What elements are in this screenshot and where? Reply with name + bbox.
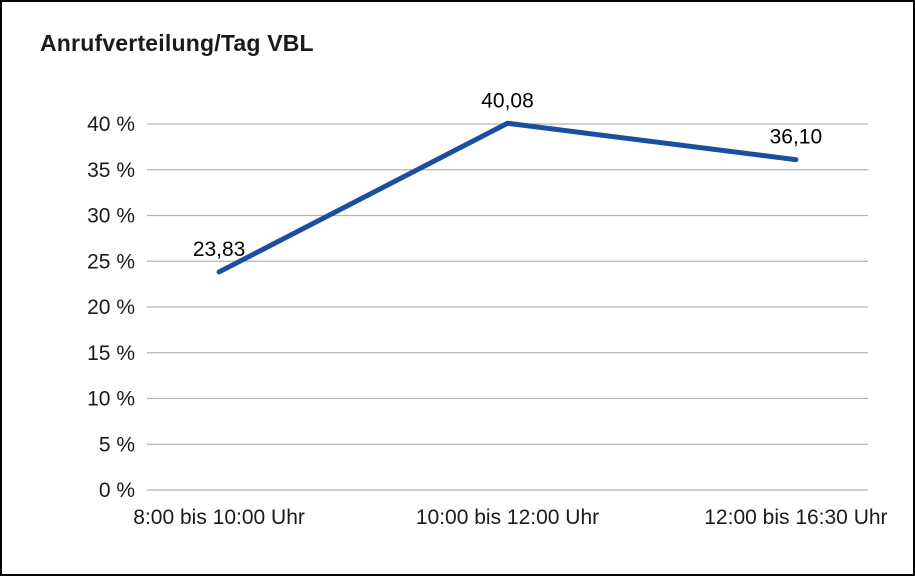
y-tick-label: 5 %: [99, 433, 135, 456]
x-category-label: 10:00 bis 12:00 Uhr: [416, 506, 599, 529]
y-tick-label: 30 %: [87, 205, 135, 228]
y-tick-label: 20 %: [87, 296, 135, 319]
data-label: 36,10: [770, 126, 823, 149]
series-line: [216, 120, 799, 275]
y-tick-label: 40 %: [87, 113, 135, 136]
x-category-label: 8:00 bis 10:00 Uhr: [133, 506, 305, 529]
y-tick-label: 15 %: [87, 342, 135, 365]
data-label: 40,08: [481, 89, 534, 112]
y-tick-label: 10 %: [87, 388, 135, 411]
y-tick-label: 25 %: [87, 250, 135, 273]
data-label: 23,83: [193, 238, 246, 261]
y-tick-label: 0 %: [99, 479, 135, 502]
y-tick-label: 35 %: [87, 159, 135, 182]
x-category-label: 12:00 bis 16:30 Uhr: [704, 506, 887, 529]
chart-title: Anrufverteilung/Tag VBL: [40, 30, 314, 56]
